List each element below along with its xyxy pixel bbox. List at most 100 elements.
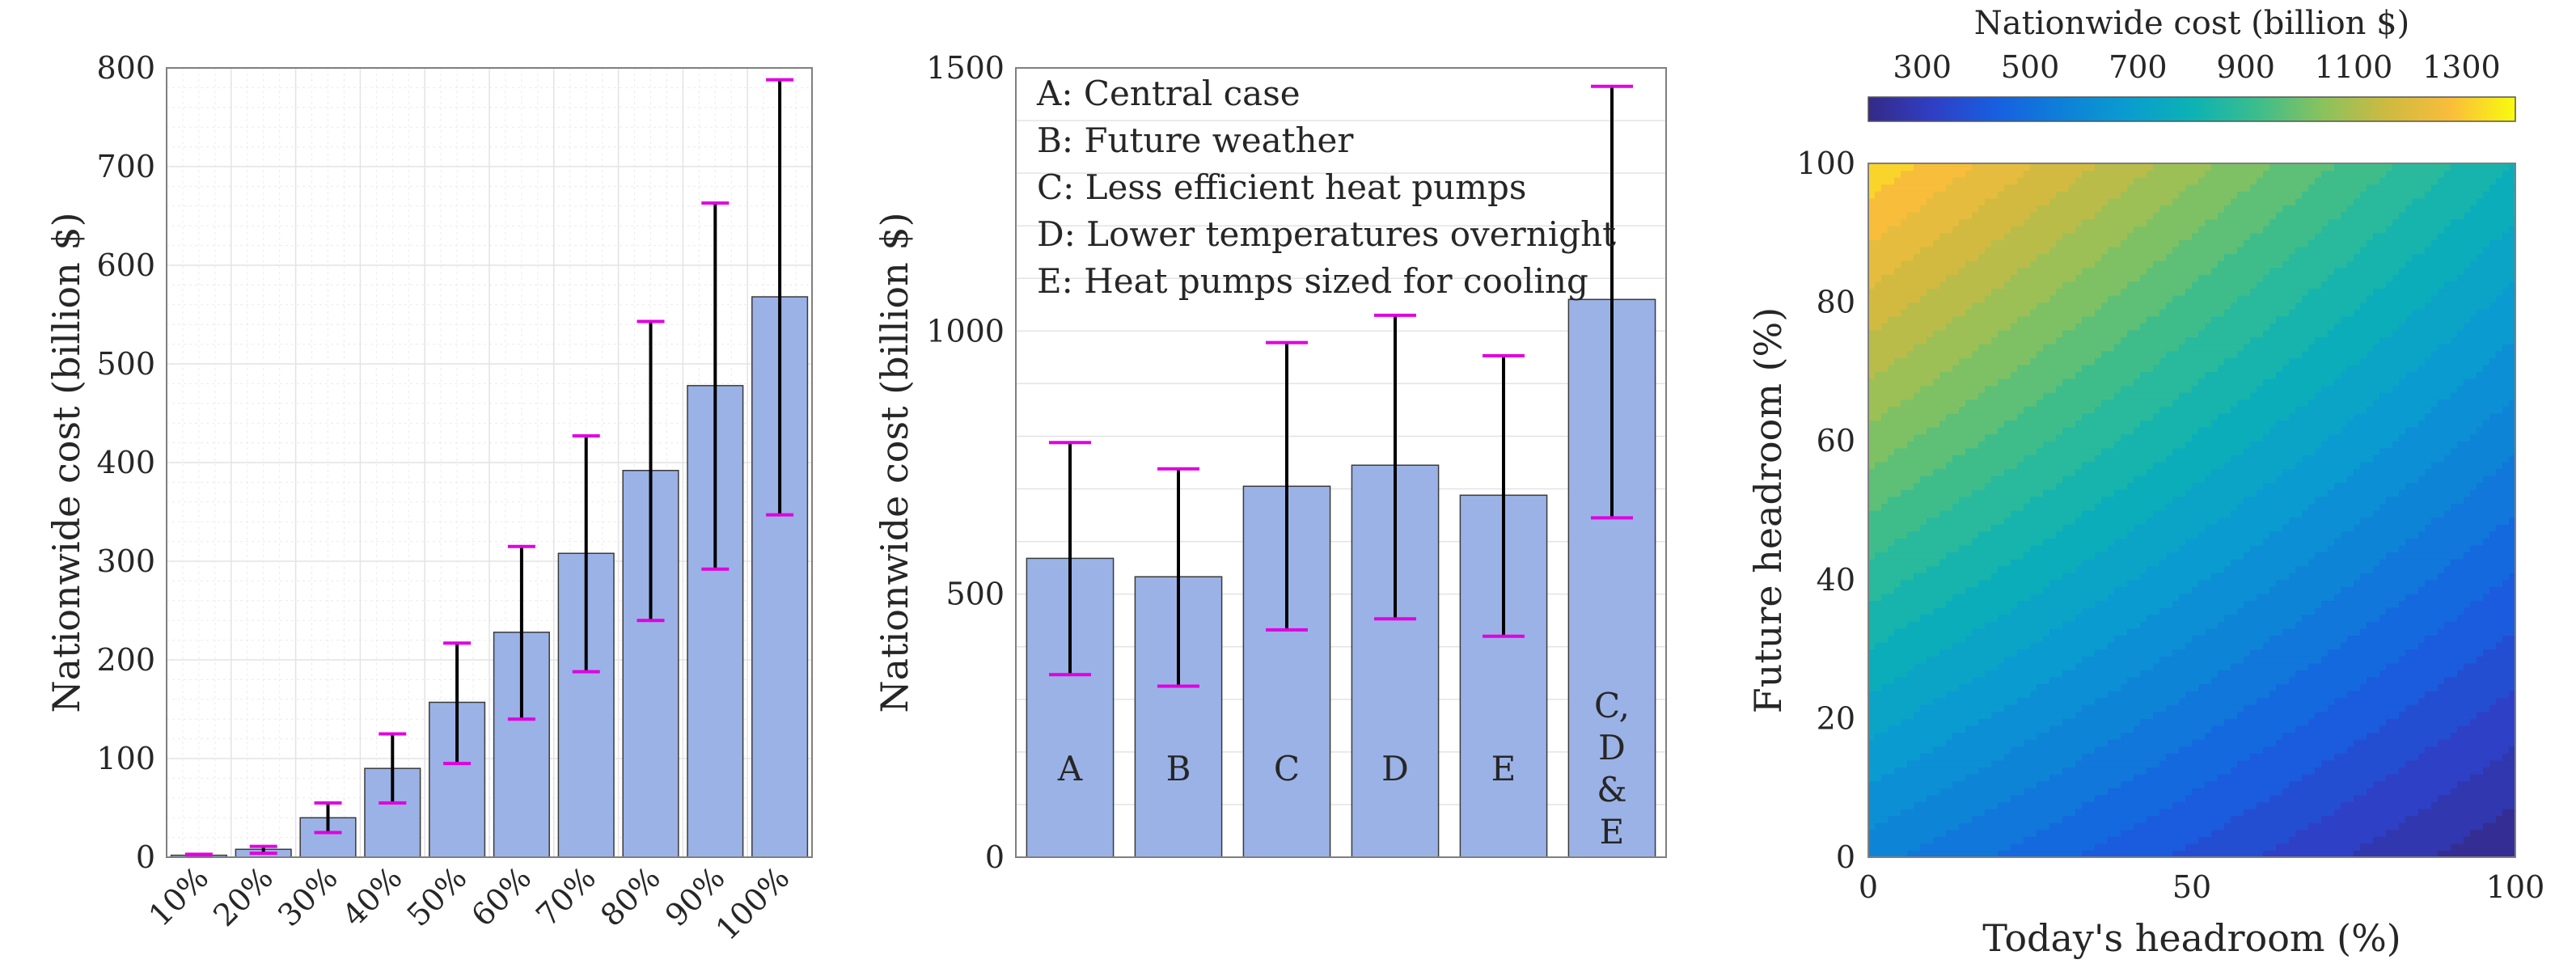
contour-cell	[2127, 218, 2134, 226]
contour-cell	[2030, 461, 2037, 470]
contour-cell	[1978, 503, 1986, 511]
contour-cell	[2147, 822, 2154, 831]
contour-cell	[2056, 746, 2063, 754]
contour-cell	[1875, 253, 1882, 261]
contour-cell	[2153, 246, 2160, 255]
contour-cell	[2095, 780, 2102, 788]
contour-cell	[2004, 288, 2011, 296]
contour-cell	[1868, 295, 1876, 303]
contour-cell	[2030, 344, 2037, 352]
contour-cell	[2114, 600, 2121, 608]
contour-cell	[2114, 385, 2121, 393]
contour-cell	[2114, 767, 2121, 775]
contour-cell	[2095, 364, 2102, 372]
contour-cell	[1901, 309, 1908, 317]
contour-cell	[2049, 718, 2057, 726]
contour-cell	[1959, 205, 1966, 213]
contour-cell	[2043, 197, 2050, 206]
contour-cell	[2069, 697, 2076, 705]
contour-cell	[1920, 315, 1927, 323]
contour-cell	[1959, 323, 1966, 331]
contour-cell	[1868, 260, 1876, 268]
contour-cell	[2004, 697, 2011, 705]
contour-cell	[1868, 309, 1876, 317]
contour-cell	[2075, 829, 2083, 837]
contour-cell	[2114, 232, 2121, 240]
contour-cell	[1959, 412, 1966, 421]
contour-cell	[2140, 524, 2147, 532]
contour-cell	[1907, 218, 1914, 226]
contour-cell	[1978, 767, 1986, 775]
contour-cell	[2049, 628, 2057, 636]
contour-cell	[2004, 670, 2011, 678]
contour-cell	[2075, 253, 2083, 261]
contour-cell	[1978, 829, 1986, 837]
contour-cell	[2004, 385, 2011, 393]
contour-cell	[2017, 607, 2024, 615]
contour-cell	[2056, 232, 2063, 240]
contour-cell	[2172, 829, 2180, 837]
contour-cell	[2037, 205, 2044, 213]
contour-cell	[2108, 759, 2115, 768]
contour-cell	[2017, 197, 2024, 206]
contour-cell	[2082, 691, 2089, 699]
contour-cell	[1965, 725, 1973, 733]
contour-cell	[2140, 170, 2147, 178]
contour-cell	[2043, 309, 2050, 317]
contour-cell	[1972, 302, 1979, 310]
contour-cell	[2030, 218, 2037, 226]
contour-cell	[1978, 482, 1986, 490]
contour-cell	[2147, 468, 2154, 476]
contour-cell	[2056, 593, 2063, 602]
contour-cell	[1933, 822, 1940, 831]
contour-cell	[1927, 739, 1934, 747]
contour-cell	[1920, 524, 1927, 532]
contour-cell	[2114, 573, 2121, 581]
contour-cell	[2075, 461, 2083, 470]
contour-cell	[2114, 212, 2121, 220]
contour-cell	[1952, 267, 1960, 275]
contour-cell	[1920, 323, 1927, 331]
contour-cell	[2153, 843, 2160, 852]
contour-cell	[2062, 788, 2070, 796]
contour-cell	[1914, 836, 1921, 844]
contour-cell	[1888, 808, 1895, 817]
contour-cell	[1946, 718, 1953, 726]
contour-cell	[2017, 385, 2024, 393]
contour-cell	[1991, 239, 1999, 247]
contour-cell	[1946, 454, 1953, 463]
contour-cell	[2121, 420, 2128, 428]
contour-cell	[2011, 197, 2018, 206]
contour-cell	[2153, 385, 2160, 393]
contour-cell	[2095, 302, 2102, 310]
contour-cell	[2024, 503, 2031, 511]
contour-cell	[2017, 843, 2024, 852]
contour-cell	[1978, 309, 1986, 317]
contour-cell	[1959, 496, 1966, 505]
contour-cell	[1998, 496, 2005, 505]
contour-cell	[2121, 378, 2128, 387]
contour-cell	[2108, 788, 2115, 796]
contour-cell	[1939, 780, 1947, 788]
contour-cell	[1901, 267, 1908, 275]
contour-cell	[2049, 586, 2057, 594]
contour-cell	[2101, 226, 2109, 234]
contour-cell	[2088, 406, 2096, 414]
contour-cell	[2075, 649, 2083, 657]
contour-cell	[2011, 829, 2018, 837]
contour-cell	[1998, 683, 2005, 691]
contour-cell	[2172, 427, 2180, 435]
contour-cell	[2011, 573, 2018, 581]
contour-cell	[2101, 476, 2109, 484]
contour-cell	[1998, 788, 2005, 796]
contour-cell	[1894, 559, 1901, 567]
contour-cell	[2075, 412, 2083, 421]
contour-cell	[2069, 517, 2076, 525]
contour-cell	[1998, 329, 2005, 338]
contour-cell	[2114, 621, 2121, 629]
contour-cell	[1888, 593, 1895, 602]
contour-cell	[1888, 163, 1895, 171]
contour-cell	[1888, 184, 1895, 192]
contour-cell	[1920, 378, 1927, 387]
